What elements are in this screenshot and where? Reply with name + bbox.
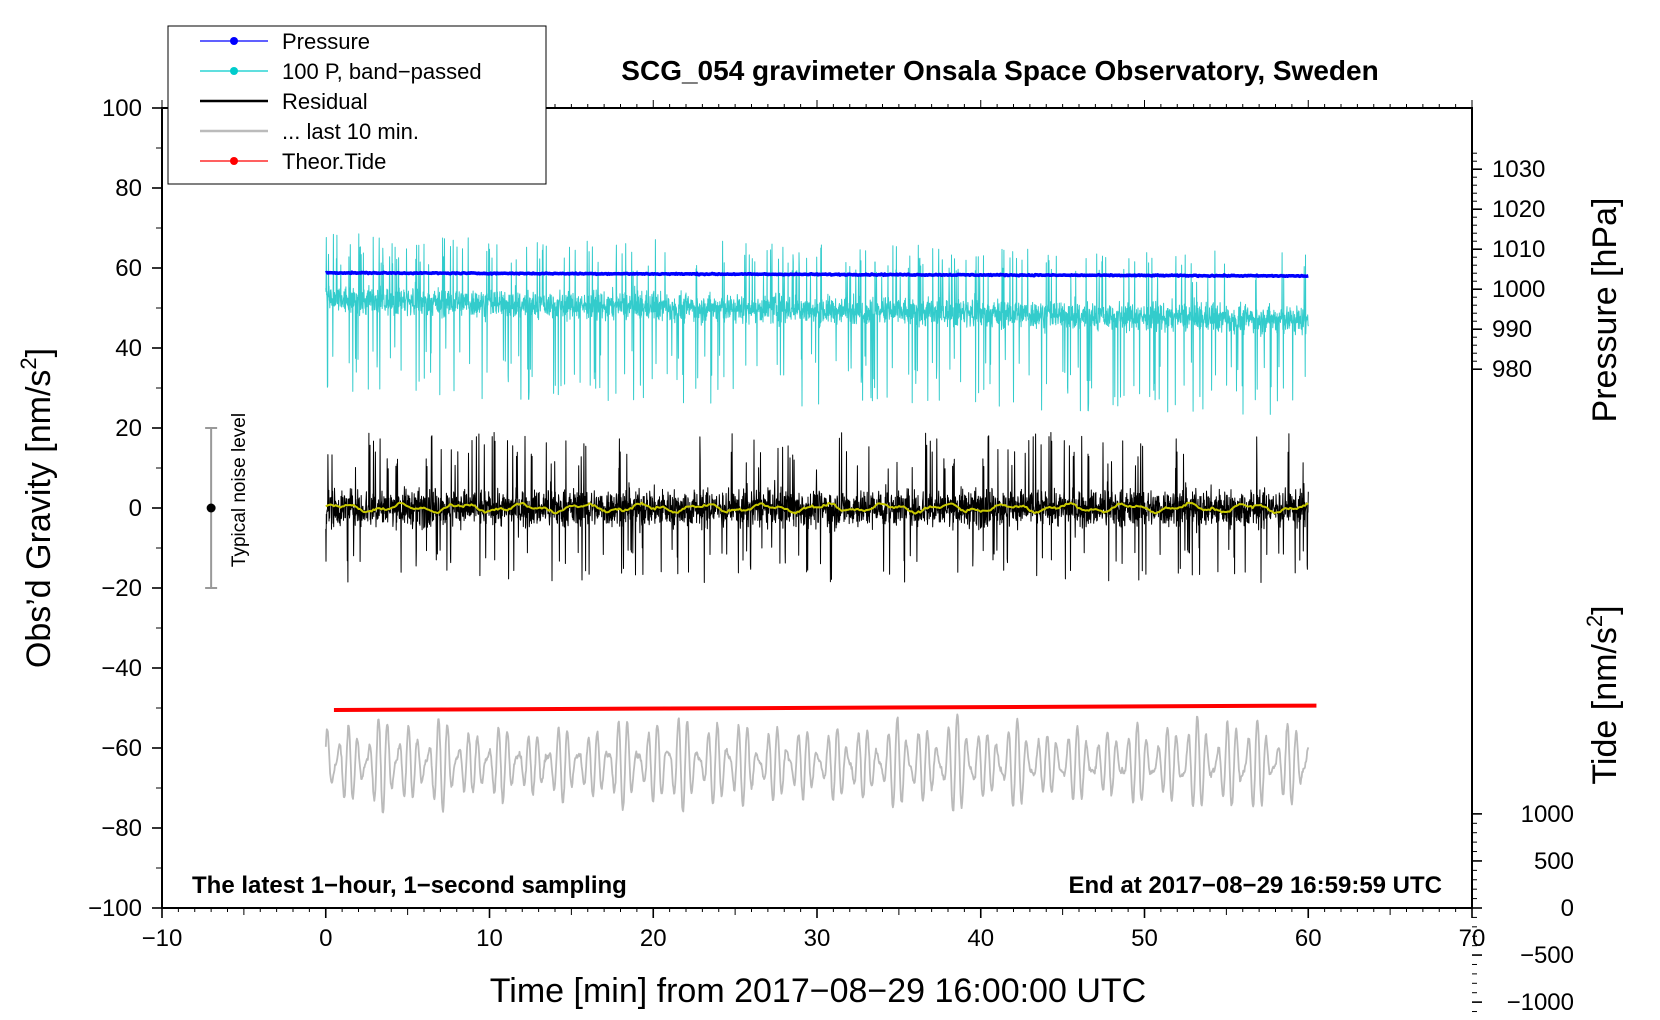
legend-swatch-marker	[230, 67, 238, 75]
annotation-left: The latest 1−hour, 1−second sampling	[192, 872, 627, 899]
axis-ticks	[152, 100, 1482, 1013]
y-tick-label: −60	[101, 735, 142, 762]
pressure-tick-label: 980	[1492, 356, 1532, 383]
tide-tick-label: −1000	[1507, 989, 1574, 1016]
pressure-tick-label: 1030	[1492, 156, 1545, 183]
y-axis-title: Obs’d Gravity [nm/s2]	[16, 348, 58, 668]
series-pressure	[325, 270, 1309, 279]
pressure-tick-label: 1020	[1492, 196, 1545, 223]
x-tick-label: 30	[804, 925, 831, 952]
chart-title: SCG_054 gravimeter Onsala Space Observat…	[621, 55, 1378, 86]
pressure-axis-title: Pressure [hPa]	[1586, 198, 1624, 423]
legend-swatch-marker	[230, 157, 238, 165]
y-tick-label: 40	[115, 335, 142, 362]
y-tick-label: 20	[115, 415, 142, 442]
x-tick-label: 60	[1295, 925, 1322, 952]
tide-tick-label: −500	[1520, 942, 1574, 969]
legend-box	[167, 25, 547, 185]
series-band-passed	[325, 233, 1309, 415]
y-tick-label: 0	[129, 495, 142, 522]
tide-tick-label: 1000	[1521, 801, 1574, 828]
x-tick-labels: −10 0 10 20 30 40 50 60 70	[142, 925, 1486, 952]
y-tick-label: 60	[115, 255, 142, 282]
legend-label: Pressure	[282, 29, 370, 54]
legend-swatch-marker	[230, 37, 238, 45]
x-tick-label: 0	[319, 925, 332, 952]
noise-bar-center-dot	[206, 503, 216, 513]
x-tick-label: 50	[1131, 925, 1158, 952]
pressure-tick-label: 990	[1492, 316, 1532, 343]
y-tick-label: −80	[101, 815, 142, 842]
y-tick-label: −100	[88, 895, 142, 922]
y-tick-label: −40	[101, 655, 142, 682]
x-tick-label: 10	[476, 925, 503, 952]
tide-axis-title: Tide [nm/s2]	[1582, 605, 1624, 784]
legend: Pressure 100 P, band−passed Residual ... la…	[167, 25, 547, 185]
tide-tick-label: 500	[1534, 848, 1574, 875]
pressure-tick-labels: 980 990 1000 1010 1020 1030	[1492, 156, 1545, 383]
pressure-tick-label: 1010	[1492, 236, 1545, 263]
noise-label: Typical noise level	[229, 413, 250, 567]
y-tick-label: 80	[115, 175, 142, 202]
x-tick-label: 40	[967, 925, 994, 952]
y-tick-label: −20	[101, 575, 142, 602]
x-tick-label: 70	[1459, 925, 1486, 952]
x-tick-label: −10	[142, 925, 183, 952]
legend-label: Theor.Tide	[282, 149, 386, 174]
tide-tick-label: 0	[1561, 895, 1574, 922]
x-tick-label: 20	[640, 925, 667, 952]
annotation-right: End at 2017−08−29 16:59:59 UTC	[1068, 872, 1442, 899]
series-theoretical-tide	[333, 703, 1317, 712]
y-tick-labels: −100 −80 −60 −40 −20 0 20 40 60 80 100	[88, 95, 142, 922]
pressure-tick-label: 1000	[1492, 276, 1545, 303]
x-axis-title: Time [min] from 2017−08−29 16:00:00 UTC	[490, 972, 1146, 1010]
series-layer	[324, 233, 1317, 814]
series-last-10-min	[324, 713, 1310, 814]
noise-indicator	[205, 427, 218, 589]
series-residual-smoothed	[325, 501, 1309, 515]
legend-items: Pressure 100 P, band−passed Residual ... la…	[200, 29, 482, 174]
legend-label: Residual	[282, 89, 368, 114]
y-tick-label: 100	[102, 95, 142, 122]
legend-label: ... last 10 min.	[282, 119, 419, 144]
legend-label: 100 P, band−passed	[282, 59, 482, 84]
